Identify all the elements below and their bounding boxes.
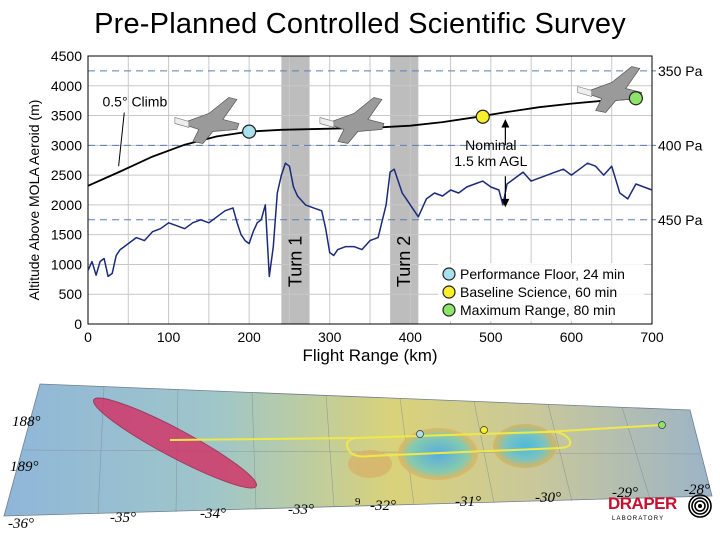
lon-label: -33° (288, 502, 314, 518)
pressure-label: 400 Pa (658, 137, 703, 153)
survey-marker (242, 124, 257, 139)
landing-ellipse (93, 397, 257, 489)
page-title: Pre-Planned Controlled Scientific Survey (94, 8, 626, 40)
lon-label: -36° (8, 516, 34, 532)
legend-label: Performance Floor, 24 min (460, 266, 625, 282)
map-labels: 188° 189° -36° -35° -34° -33° -32° -31° … (8, 414, 710, 532)
legend-marker (442, 303, 456, 317)
lon-label: -28° (684, 482, 710, 498)
lon-label: -30° (535, 490, 561, 506)
aircraft-icon (174, 97, 240, 144)
lat-label: 188° (12, 414, 41, 430)
page-number: 9 (355, 496, 361, 508)
climb-pointer (118, 112, 125, 167)
y-tick-label: 2500 (51, 167, 82, 183)
lat-label: 189° (10, 459, 39, 475)
nominal-arrowhead-down (501, 198, 510, 208)
climb-label: 0.5° Climb (103, 94, 168, 110)
flight-track (169, 424, 663, 458)
nominal-arrowhead-up (501, 119, 510, 128)
nominal-label: Nominal (465, 137, 516, 153)
pressure-label: 450 Pa (658, 212, 703, 228)
legend-marker (442, 285, 456, 299)
lon-label: -32° (370, 498, 396, 514)
map-marker-max (658, 421, 666, 429)
terrain-line (87, 162, 653, 278)
x-tick-label: 100 (157, 329, 181, 345)
y-tick-label: 3000 (51, 137, 82, 153)
x-tick-label: 600 (560, 329, 584, 345)
y-tick-label: 4500 (51, 48, 82, 64)
survey-marker (628, 91, 643, 106)
legend-label: Baseline Science, 60 min (460, 284, 617, 300)
x-tick-label: 200 (237, 329, 261, 345)
y-tick-label: 500 (59, 286, 83, 302)
logo-word: DRAPER (608, 494, 677, 513)
pressure-label: 350 Pa (658, 63, 703, 79)
logo-rings-icon (688, 494, 712, 518)
x-tick-label: 300 (318, 329, 342, 345)
crater-east (493, 424, 557, 468)
aircraft-icon (577, 66, 643, 113)
lon-label: -31° (455, 494, 481, 510)
y-tick-label: 4000 (51, 78, 82, 94)
x-tick-label: 500 (479, 329, 503, 345)
lon-label: -35° (110, 510, 136, 526)
x-tick-label: 400 (399, 329, 423, 345)
aircraft-icon (319, 97, 385, 144)
map-marker-science (480, 426, 488, 434)
y-tick-label: 3500 (51, 108, 82, 124)
survey-marker (475, 109, 490, 124)
terrain-map: 188° 189° -36° -35° -34° -33° -32° -31° … (3, 383, 713, 532)
x-tick-label: 700 (640, 329, 664, 345)
map-marker-floor (416, 430, 424, 438)
y-tick-label: 1500 (51, 227, 82, 243)
legend-marker (442, 267, 456, 281)
legend-label: Maximum Range, 80 min (460, 302, 616, 318)
y-axis-title: Altitude Above MOLA Aeroid (m) (26, 100, 42, 301)
turn-band (390, 56, 419, 324)
lon-label: -29° (612, 485, 638, 501)
y-tick-label: 0 (74, 316, 82, 332)
turn-label-1: Turn 1 (285, 236, 305, 287)
turn-label-2: Turn 2 (394, 236, 414, 287)
logo-sub: LABORATORY (612, 516, 665, 522)
y-tick-label: 2000 (51, 197, 82, 213)
draper-logo: DRAPER LABORATORY (608, 488, 714, 536)
x-tick-label: 0 (84, 329, 92, 345)
nominal-sub-label: 1.5 km AGL (454, 153, 527, 169)
map-surface (3, 383, 713, 517)
legend-box (438, 263, 644, 321)
y-tick-label: 1000 (51, 256, 82, 272)
x-axis-title: Flight Range (km) (302, 346, 437, 365)
lon-label: -34° (200, 506, 226, 522)
